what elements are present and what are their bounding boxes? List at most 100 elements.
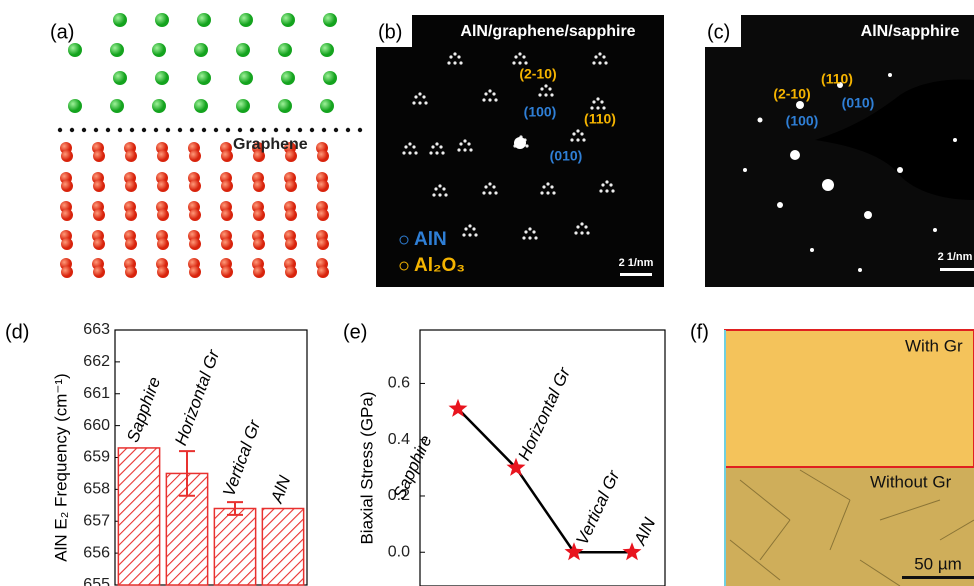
panel-label: (a) <box>50 21 74 43</box>
n-atom <box>320 43 334 57</box>
c-atom <box>226 128 230 132</box>
category-label: Vertical Gr <box>219 416 265 499</box>
spot <box>528 236 531 239</box>
panel-label: (f) <box>690 321 709 343</box>
spot <box>538 93 541 96</box>
n-atom <box>323 13 337 27</box>
spot <box>474 233 477 236</box>
o-atom <box>221 180 233 192</box>
scale-label: 2 1/nm <box>619 257 654 269</box>
o-atom <box>61 238 73 250</box>
spot <box>822 179 834 191</box>
spot <box>414 95 417 98</box>
spot-label: (010) <box>842 95 875 111</box>
o-atom <box>317 238 329 250</box>
y-tick-label: 663 <box>83 321 110 338</box>
image-title: AlN/graphene/sapphire <box>460 23 635 40</box>
spot <box>484 185 487 188</box>
o-atom <box>189 150 201 162</box>
spot <box>598 52 601 55</box>
panel-label: (d) <box>5 321 29 343</box>
o-atom <box>221 238 233 250</box>
o-atom <box>285 238 297 250</box>
bar <box>118 448 159 585</box>
spot <box>605 180 608 183</box>
spot <box>546 191 549 194</box>
spot <box>858 268 862 272</box>
spot <box>601 183 604 186</box>
bar <box>214 509 255 586</box>
n-atom <box>152 43 166 57</box>
spot <box>602 55 605 58</box>
y-tick-label: 655 <box>83 576 110 586</box>
n-atom <box>239 13 253 27</box>
panel-label: (b) <box>378 21 402 43</box>
spot <box>468 233 471 236</box>
spot <box>888 73 892 77</box>
spot <box>897 167 903 173</box>
n-atom <box>68 43 82 57</box>
y-tick-label: 657 <box>83 512 110 529</box>
spot <box>552 191 555 194</box>
o-atom <box>189 266 201 278</box>
spot <box>494 98 497 101</box>
c-atom <box>250 128 254 132</box>
spot <box>434 187 437 190</box>
c-atom <box>238 128 242 132</box>
o-atom <box>253 238 265 250</box>
o-atom <box>285 266 297 278</box>
spot <box>522 236 525 239</box>
spot <box>453 61 456 64</box>
scale-bar <box>620 273 652 276</box>
n-atom <box>68 99 82 113</box>
plot-frame <box>420 330 665 586</box>
spot <box>441 151 444 154</box>
spot <box>439 145 442 148</box>
n-atom <box>236 43 250 57</box>
category-label: Vertical Gr <box>572 466 623 547</box>
o-atom <box>253 180 265 192</box>
spot <box>596 106 599 109</box>
spot <box>524 61 527 64</box>
o-atom <box>61 180 73 192</box>
spot <box>550 185 553 188</box>
spot <box>492 185 495 188</box>
spot <box>484 92 487 95</box>
spot <box>590 106 593 109</box>
o-atom <box>189 180 201 192</box>
panel-label: (e) <box>343 321 367 343</box>
o-atom <box>221 209 233 221</box>
o-atom <box>125 180 137 192</box>
spot <box>449 55 452 58</box>
n-atom <box>323 71 337 85</box>
spot <box>580 222 583 225</box>
spot <box>600 100 603 103</box>
c-atom <box>166 128 170 132</box>
n-atom <box>320 99 334 113</box>
figure: Graphene AlN/graphene/sapphire(2-10)(100… <box>0 0 974 586</box>
o-atom <box>93 266 105 278</box>
spot <box>514 55 517 58</box>
o-atom <box>157 180 169 192</box>
c-atom <box>214 128 218 132</box>
spot <box>534 236 537 239</box>
y-tick-label: 661 <box>83 385 110 402</box>
spot <box>790 150 800 160</box>
c-atom <box>82 128 86 132</box>
spot <box>472 227 475 230</box>
scale-label: 2 1/nm <box>938 251 973 263</box>
spot <box>514 137 526 149</box>
spot <box>605 189 608 192</box>
c-atom <box>178 128 182 132</box>
spot-label: (010) <box>550 148 583 164</box>
n-atom <box>197 71 211 85</box>
y-tick-label: 662 <box>83 353 110 370</box>
spot <box>522 55 525 58</box>
o-atom <box>157 209 169 221</box>
spot <box>524 230 527 233</box>
scale-bar <box>940 268 974 271</box>
c-atom <box>286 128 290 132</box>
o-atom <box>93 180 105 192</box>
spot <box>463 139 466 142</box>
spot <box>442 187 445 190</box>
